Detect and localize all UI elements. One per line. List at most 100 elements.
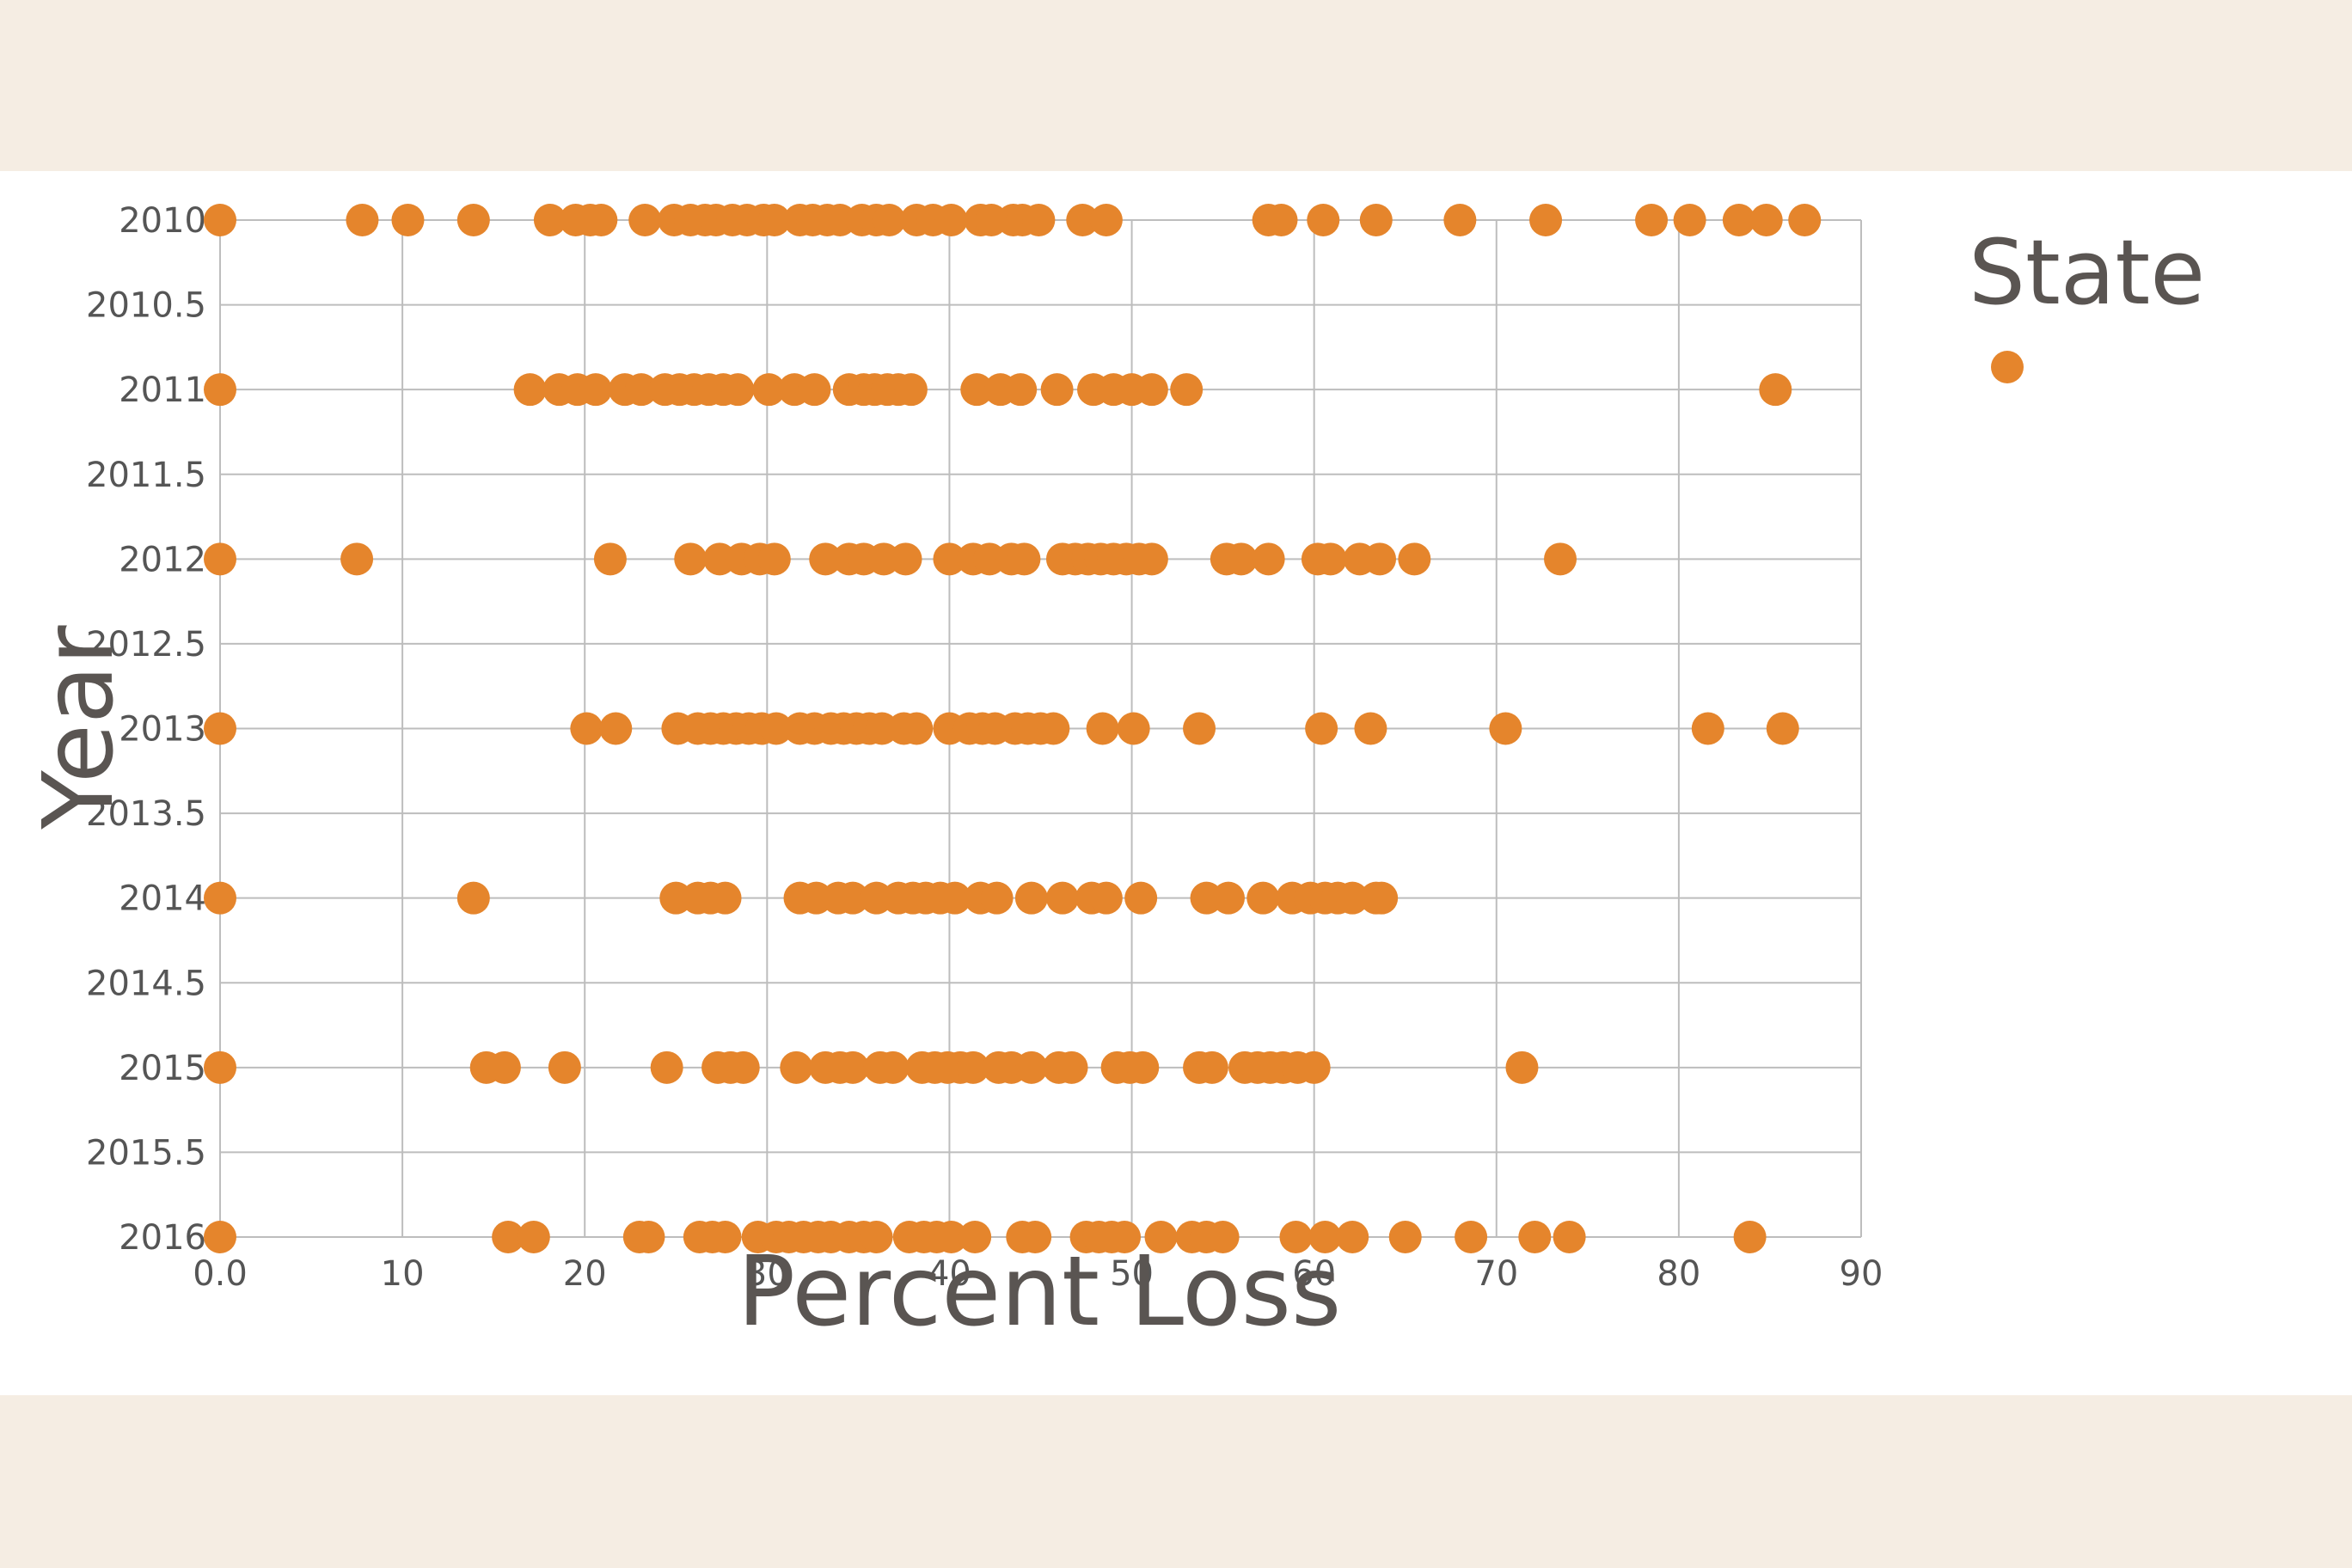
data-point — [340, 542, 374, 576]
legend-title: State — [1969, 220, 2205, 325]
data-point — [1733, 1221, 1767, 1253]
data-point — [1014, 1050, 1048, 1084]
data-point — [204, 204, 236, 236]
data-point — [1144, 1221, 1178, 1253]
data-point — [1363, 542, 1397, 576]
x-axis-title: Percent Loss — [738, 1236, 1342, 1348]
y-axis-title: Year — [23, 624, 135, 830]
data-point — [533, 204, 567, 236]
data-point — [1443, 204, 1477, 236]
data-point — [1086, 712, 1119, 745]
legend-marker — [1991, 351, 2024, 383]
data-point — [456, 204, 490, 236]
data-point — [1008, 542, 1041, 576]
data-point — [889, 542, 922, 576]
x-tick-labels: 0.0 10 20 30 40 50 60 70 80 90 — [193, 1254, 1883, 1294]
data-point — [585, 204, 618, 236]
data-point — [960, 373, 994, 407]
data-point — [708, 1221, 742, 1253]
data-point — [933, 542, 966, 576]
data-point — [809, 542, 842, 576]
x-tick-label: 60 — [1292, 1254, 1336, 1294]
data-point — [900, 712, 934, 745]
data-point — [391, 204, 425, 236]
data-point — [1518, 1221, 1552, 1253]
data-point — [1766, 712, 1799, 745]
y-tick-label: 2012.5 — [86, 625, 206, 665]
data-point — [1759, 373, 1792, 407]
data-point — [1124, 881, 1158, 915]
data-point — [1066, 204, 1099, 236]
data-point — [1749, 204, 1783, 236]
data-point — [1183, 712, 1216, 745]
y-tick-label: 2013 — [119, 710, 206, 750]
data-point — [1398, 542, 1431, 576]
data-point — [517, 1221, 550, 1253]
data-point — [1089, 204, 1123, 236]
data-point — [1308, 1221, 1342, 1253]
data-point — [836, 1050, 870, 1084]
data-point — [1246, 881, 1280, 915]
data-point — [1635, 204, 1669, 236]
data-point — [1126, 1050, 1160, 1084]
data-point — [1170, 373, 1204, 407]
data-point — [726, 1050, 760, 1084]
data-point — [959, 1221, 992, 1253]
data-point — [204, 1221, 236, 1253]
data-point — [980, 881, 1014, 915]
data-point — [1279, 1221, 1313, 1253]
data-point — [757, 204, 791, 236]
scatter-chart: 20102010.520112011.520122012.520132013.5… — [23, 201, 2205, 1348]
data-point — [456, 881, 490, 915]
data-point — [492, 1221, 525, 1253]
y-tick-label: 2012 — [119, 540, 206, 579]
x-tick-label: 20 — [563, 1254, 607, 1294]
data-point — [894, 373, 928, 407]
data-point — [487, 1050, 521, 1084]
data-point — [1673, 204, 1706, 236]
y-tick-label: 2015.5 — [86, 1133, 206, 1173]
data-point — [204, 542, 236, 576]
data-point — [593, 542, 627, 576]
data-point — [1297, 1050, 1331, 1084]
y-tick-label: 2010 — [119, 201, 206, 241]
y-tick-label: 2014 — [119, 879, 206, 919]
data-point — [1788, 204, 1822, 236]
data-point — [632, 1221, 665, 1253]
y-tick-label: 2013.5 — [86, 794, 206, 834]
data-point — [1040, 373, 1074, 407]
data-point — [1529, 204, 1563, 236]
data-point — [1307, 204, 1340, 236]
data-point — [204, 1050, 236, 1084]
data-point — [1553, 1221, 1586, 1253]
data-point — [1211, 881, 1245, 915]
data-point — [759, 712, 793, 745]
x-tick-label: 50 — [1110, 1254, 1154, 1294]
data-point — [599, 712, 633, 745]
data-point — [346, 204, 379, 236]
data-points — [204, 204, 1822, 1253]
data-point — [1022, 204, 1056, 236]
data-point — [1691, 712, 1724, 745]
data-point — [934, 1221, 968, 1253]
data-point — [1544, 542, 1577, 576]
data-point — [1135, 542, 1168, 576]
x-tick-label: 30 — [745, 1254, 789, 1294]
data-point — [752, 373, 786, 407]
data-point — [204, 712, 236, 745]
data-point — [1206, 1221, 1240, 1253]
data-point — [1019, 1221, 1052, 1253]
data-point — [873, 204, 906, 236]
data-point — [1108, 1221, 1142, 1253]
data-point — [1055, 1050, 1088, 1084]
data-point — [957, 1050, 990, 1084]
data-point — [548, 1050, 581, 1084]
data-point — [1722, 204, 1755, 236]
data-point — [798, 373, 831, 407]
data-point — [1336, 881, 1369, 915]
data-point — [513, 373, 547, 407]
chart-panel: 2010 2010.5 2011 2011.5 2012 2012.5 2013 2013.5… — [0, 171, 2352, 1395]
data-point — [1195, 1050, 1228, 1084]
data-point — [628, 204, 662, 236]
